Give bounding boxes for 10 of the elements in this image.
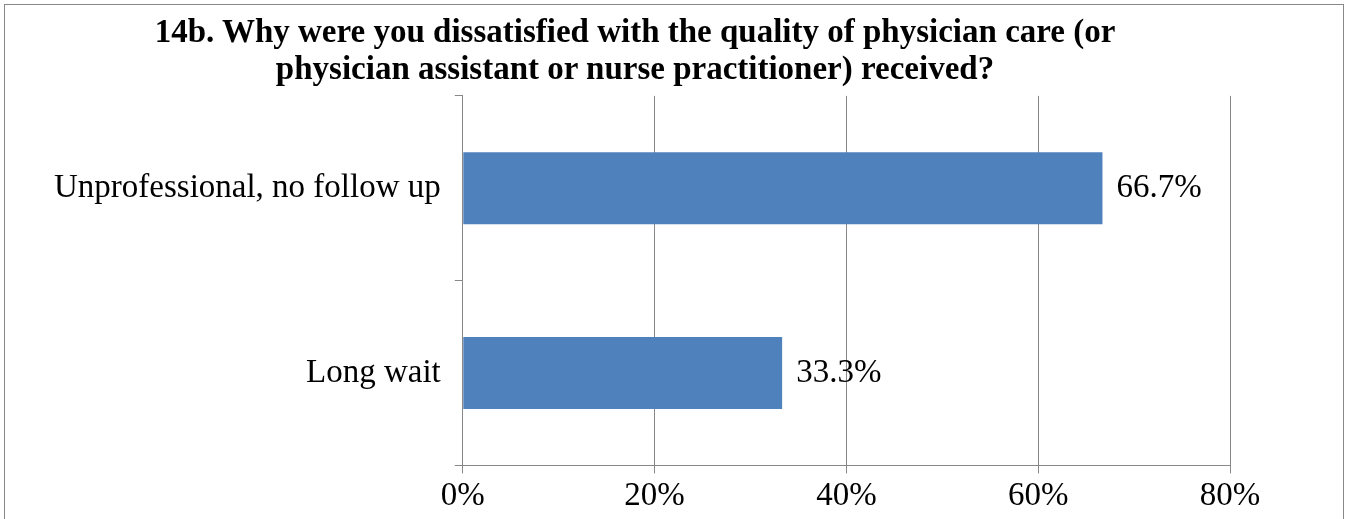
x-tick-label: 60% <box>1007 475 1069 512</box>
y-tick-label: Long wait <box>306 352 441 389</box>
y-tick-label: Unprofessional, no follow up <box>53 167 441 204</box>
x-tick-label: 40% <box>816 475 877 512</box>
x-tick-label: 0% <box>440 475 485 512</box>
x-tick-label: 80% <box>1199 475 1261 512</box>
chart-title: 14b. Why were you dissatisfied with the quality of physician care (or physician assistant or nurse practitioner) received? <box>154 12 1116 88</box>
data-label: 66.7% <box>1116 167 1202 204</box>
data-label: 33.3% <box>796 352 882 389</box>
x-tick-label: 20% <box>624 475 685 512</box>
